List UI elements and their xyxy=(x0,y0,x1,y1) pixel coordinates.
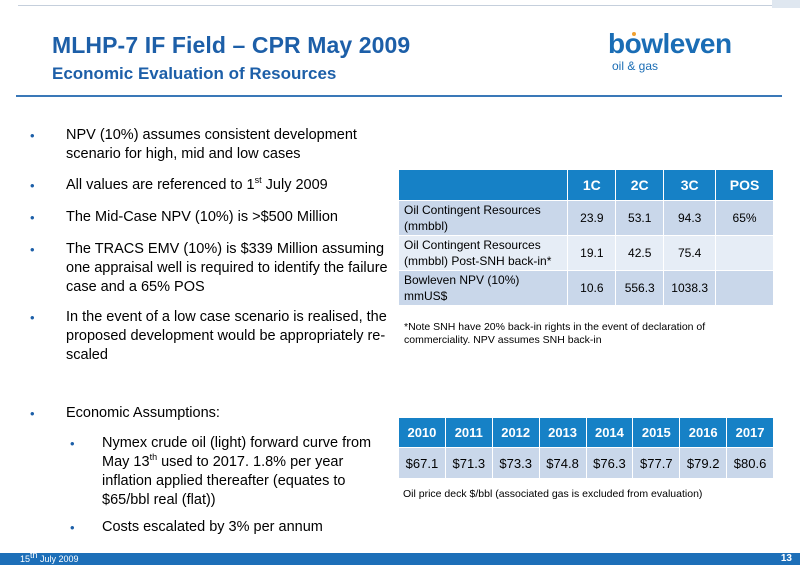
sub-bullet-text: Costs escalated by 3% per annum xyxy=(102,519,323,535)
table-row: Bowleven NPV (10%) mmUS$ 10.6 556.3 1038… xyxy=(397,270,774,306)
row-label: Bowleven NPV (10%) mmUS$ xyxy=(397,270,569,306)
table-header-cell: 2013 xyxy=(538,417,587,448)
bullet-glyph: • xyxy=(30,406,35,421)
table-cell: 94.3 xyxy=(663,200,717,236)
table-header-cell: 2C xyxy=(615,169,665,201)
bullet-text: In the event of a low case scenario is r… xyxy=(66,309,387,363)
bullet-text-part: All values are referenced to 1 xyxy=(66,177,255,193)
bullet-glyph: • xyxy=(30,210,35,225)
bowleven-logo: bowleven oil & gas xyxy=(608,28,758,76)
table-cell: 42.5 xyxy=(615,235,665,271)
table-cell: $74.8 xyxy=(538,447,587,479)
bullet-text: All values are referenced to 1st July 20… xyxy=(66,176,391,195)
table-cell: 556.3 xyxy=(615,270,665,306)
table-cell xyxy=(715,270,774,306)
table-row: Oil Contingent Resources (mmbbl) 23.9 53… xyxy=(397,200,774,236)
table-cell: $79.2 xyxy=(679,447,728,479)
table-header-row: 2010 2011 2012 2013 2014 2015 2016 2017 xyxy=(398,417,774,448)
slide-subtitle: Economic Evaluation of Resources xyxy=(52,64,337,83)
table-row: Oil Contingent Resources (mmbbl) Post-SN… xyxy=(397,235,774,271)
row-label: Oil Contingent Resources (mmbbl) Post-SN… xyxy=(397,235,569,271)
table-header-cell: 1C xyxy=(567,169,617,201)
bullet-glyph: • xyxy=(30,242,35,257)
footer-date: 15th July 2009 xyxy=(20,551,79,565)
table-cell: $71.3 xyxy=(444,447,493,479)
table-header-cell: 2016 xyxy=(679,417,728,448)
table-cell: 53.1 xyxy=(615,200,665,236)
table-header-cell: 2010 xyxy=(398,417,446,448)
table-cell: 1038.3 xyxy=(663,270,717,306)
price-table-note: Oil price deck $/bbl (associated gas is … xyxy=(403,488,703,500)
bullet-text-sup: th xyxy=(149,452,158,463)
bullet-glyph: • xyxy=(70,520,75,535)
table-header-cell: 2017 xyxy=(726,417,774,448)
bullet-text: The TRACS EMV (10%) is $339 Million assu… xyxy=(66,241,388,295)
resources-table-note: *Note SNH have 20% back-in rights in the… xyxy=(404,321,706,346)
bullet-text: The Mid-Case NPV (10%) is >$500 Million xyxy=(66,209,338,225)
bullet-glyph: • xyxy=(30,310,35,325)
header-divider xyxy=(16,95,782,97)
table-cell: 10.6 xyxy=(567,270,617,306)
bullet-text: Economic Assumptions: xyxy=(66,405,220,421)
bullet-text: NPV (10%) assumes consistent development… xyxy=(66,127,357,162)
page-number: 13 xyxy=(780,553,792,564)
logo-tagline: oil & gas xyxy=(612,59,659,73)
footer-date-day: 15 xyxy=(20,554,31,564)
table-header-cell xyxy=(397,169,569,201)
table-header-row: 1C 2C 3C POS xyxy=(397,169,774,201)
table-cell: 65% xyxy=(715,200,774,236)
bullet-text-part: July 2009 xyxy=(261,177,328,193)
bullet-text-sup: st xyxy=(254,175,262,186)
table-header-cell: 2014 xyxy=(585,417,634,448)
table-cell: $77.7 xyxy=(632,447,681,479)
table-header-cell: 2012 xyxy=(491,417,540,448)
table-cell: 19.1 xyxy=(567,235,617,271)
table-cell: $67.1 xyxy=(398,447,446,479)
oil-price-table: 2010 2011 2012 2013 2014 2015 2016 2017 … xyxy=(398,417,774,479)
resources-table: 1C 2C 3C POS Oil Contingent Resources (m… xyxy=(397,169,774,306)
table-cell: $73.3 xyxy=(491,447,540,479)
footer-date-sup: th xyxy=(30,550,38,560)
slide-title: MLHP-7 IF Field – CPR May 2009 xyxy=(52,32,411,58)
bullet-glyph: • xyxy=(70,436,75,451)
table-cell: 75.4 xyxy=(663,235,717,271)
bullet-glyph: • xyxy=(30,128,35,143)
table-header-cell: POS xyxy=(715,169,774,201)
footer-bar xyxy=(0,553,800,565)
table-cell: $80.6 xyxy=(726,447,774,479)
top-corner-decoration xyxy=(772,0,800,8)
sub-bullet-text: Nymex crude oil (light) forward curve fr… xyxy=(102,434,392,510)
bullet-text-part: used to 2017. 1.8% per year inflation ap… xyxy=(102,454,346,508)
top-border-line xyxy=(18,5,782,6)
table-row: $67.1 $71.3 $73.3 $74.8 $76.3 $77.7 $79.… xyxy=(398,447,774,479)
logo-wordmark: bowleven xyxy=(608,28,732,59)
logo-dot-icon xyxy=(632,32,636,36)
table-header-cell: 3C xyxy=(663,169,717,201)
footer-date-rest: July 2009 xyxy=(37,554,79,564)
table-header-cell: 2011 xyxy=(444,417,493,448)
table-header-cell: 2015 xyxy=(632,417,681,448)
row-label: Oil Contingent Resources (mmbbl) xyxy=(397,200,569,236)
bullet-text-part: Nymex crude oil (light) forward curve fr… xyxy=(102,435,372,470)
table-cell: $76.3 xyxy=(585,447,634,479)
bullet-glyph: • xyxy=(30,178,35,193)
table-cell xyxy=(715,235,774,271)
table-cell: 23.9 xyxy=(567,200,617,236)
